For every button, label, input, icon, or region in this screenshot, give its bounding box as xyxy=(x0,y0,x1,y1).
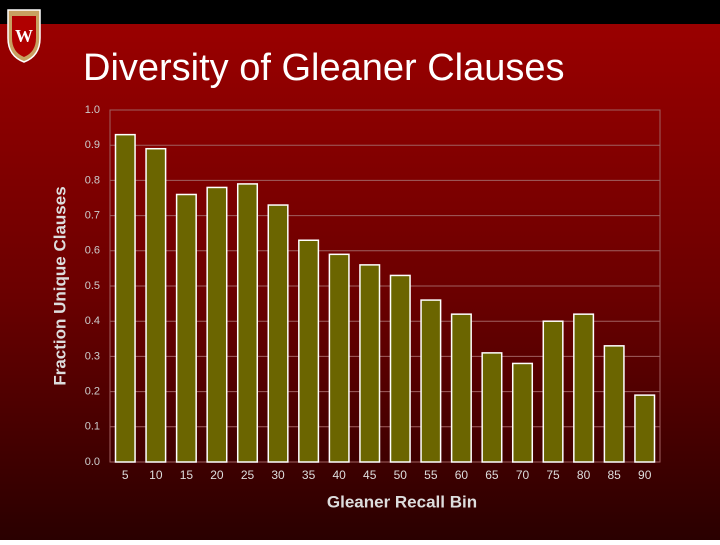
y-tick-label: 0.9 xyxy=(85,139,100,151)
bar xyxy=(359,264,381,463)
bar xyxy=(603,345,625,463)
y-tick-label: 0.0 xyxy=(85,456,100,468)
slide-title: Diversity of Gleaner Clauses xyxy=(83,47,565,89)
y-tick-label: 1.0 xyxy=(85,104,100,116)
x-tick-label: 75 xyxy=(546,468,560,482)
bar xyxy=(634,394,656,463)
x-tick-label: 60 xyxy=(455,468,469,482)
x-tick-label: 90 xyxy=(638,468,652,482)
x-tick-label: 40 xyxy=(332,468,346,482)
bar xyxy=(114,133,136,463)
bar xyxy=(389,274,411,463)
bar xyxy=(573,313,595,463)
top-bar xyxy=(0,0,720,24)
x-tick-label: 25 xyxy=(241,468,255,482)
y-tick-label: 0.3 xyxy=(85,350,100,362)
bar xyxy=(145,147,167,463)
logo: W xyxy=(7,9,41,63)
y-tick-label: 0.2 xyxy=(85,386,100,398)
x-tick-label: 70 xyxy=(516,468,530,482)
bar xyxy=(175,193,197,463)
x-tick-label: 35 xyxy=(302,468,316,482)
y-tick-label: 0.1 xyxy=(85,421,100,433)
bar xyxy=(450,313,472,463)
x-tick-label: 30 xyxy=(271,468,285,482)
x-tick-label: 5 xyxy=(122,468,129,482)
x-tick-label: 65 xyxy=(485,468,499,482)
y-axis-label: Fraction Unique Clauses xyxy=(50,186,69,385)
y-tick-label: 0.8 xyxy=(85,174,100,186)
svg-text:W: W xyxy=(15,26,33,46)
x-tick-label: 85 xyxy=(607,468,621,482)
x-tick-label: 10 xyxy=(149,468,163,482)
x-tick-label: 55 xyxy=(424,468,438,482)
y-tick-label: 0.6 xyxy=(85,245,100,257)
bar xyxy=(236,183,259,463)
x-tick-label: 15 xyxy=(180,468,194,482)
bar xyxy=(328,253,350,463)
x-axis-label: Gleaner Recall Bin xyxy=(327,492,477,511)
y-tick-label: 0.4 xyxy=(85,315,100,327)
bar xyxy=(420,299,442,463)
x-tick-label: 20 xyxy=(210,468,224,482)
bar xyxy=(511,362,534,463)
bar xyxy=(542,320,564,463)
x-tick-label: 50 xyxy=(394,468,408,482)
bar xyxy=(481,352,503,463)
bar xyxy=(206,186,228,463)
x-tick-label: 80 xyxy=(577,468,591,482)
x-tick-label: 45 xyxy=(363,468,377,482)
bar xyxy=(267,204,289,463)
y-tick-label: 0.5 xyxy=(85,280,100,292)
y-tick-label: 0.7 xyxy=(85,210,100,222)
bar xyxy=(298,239,320,463)
